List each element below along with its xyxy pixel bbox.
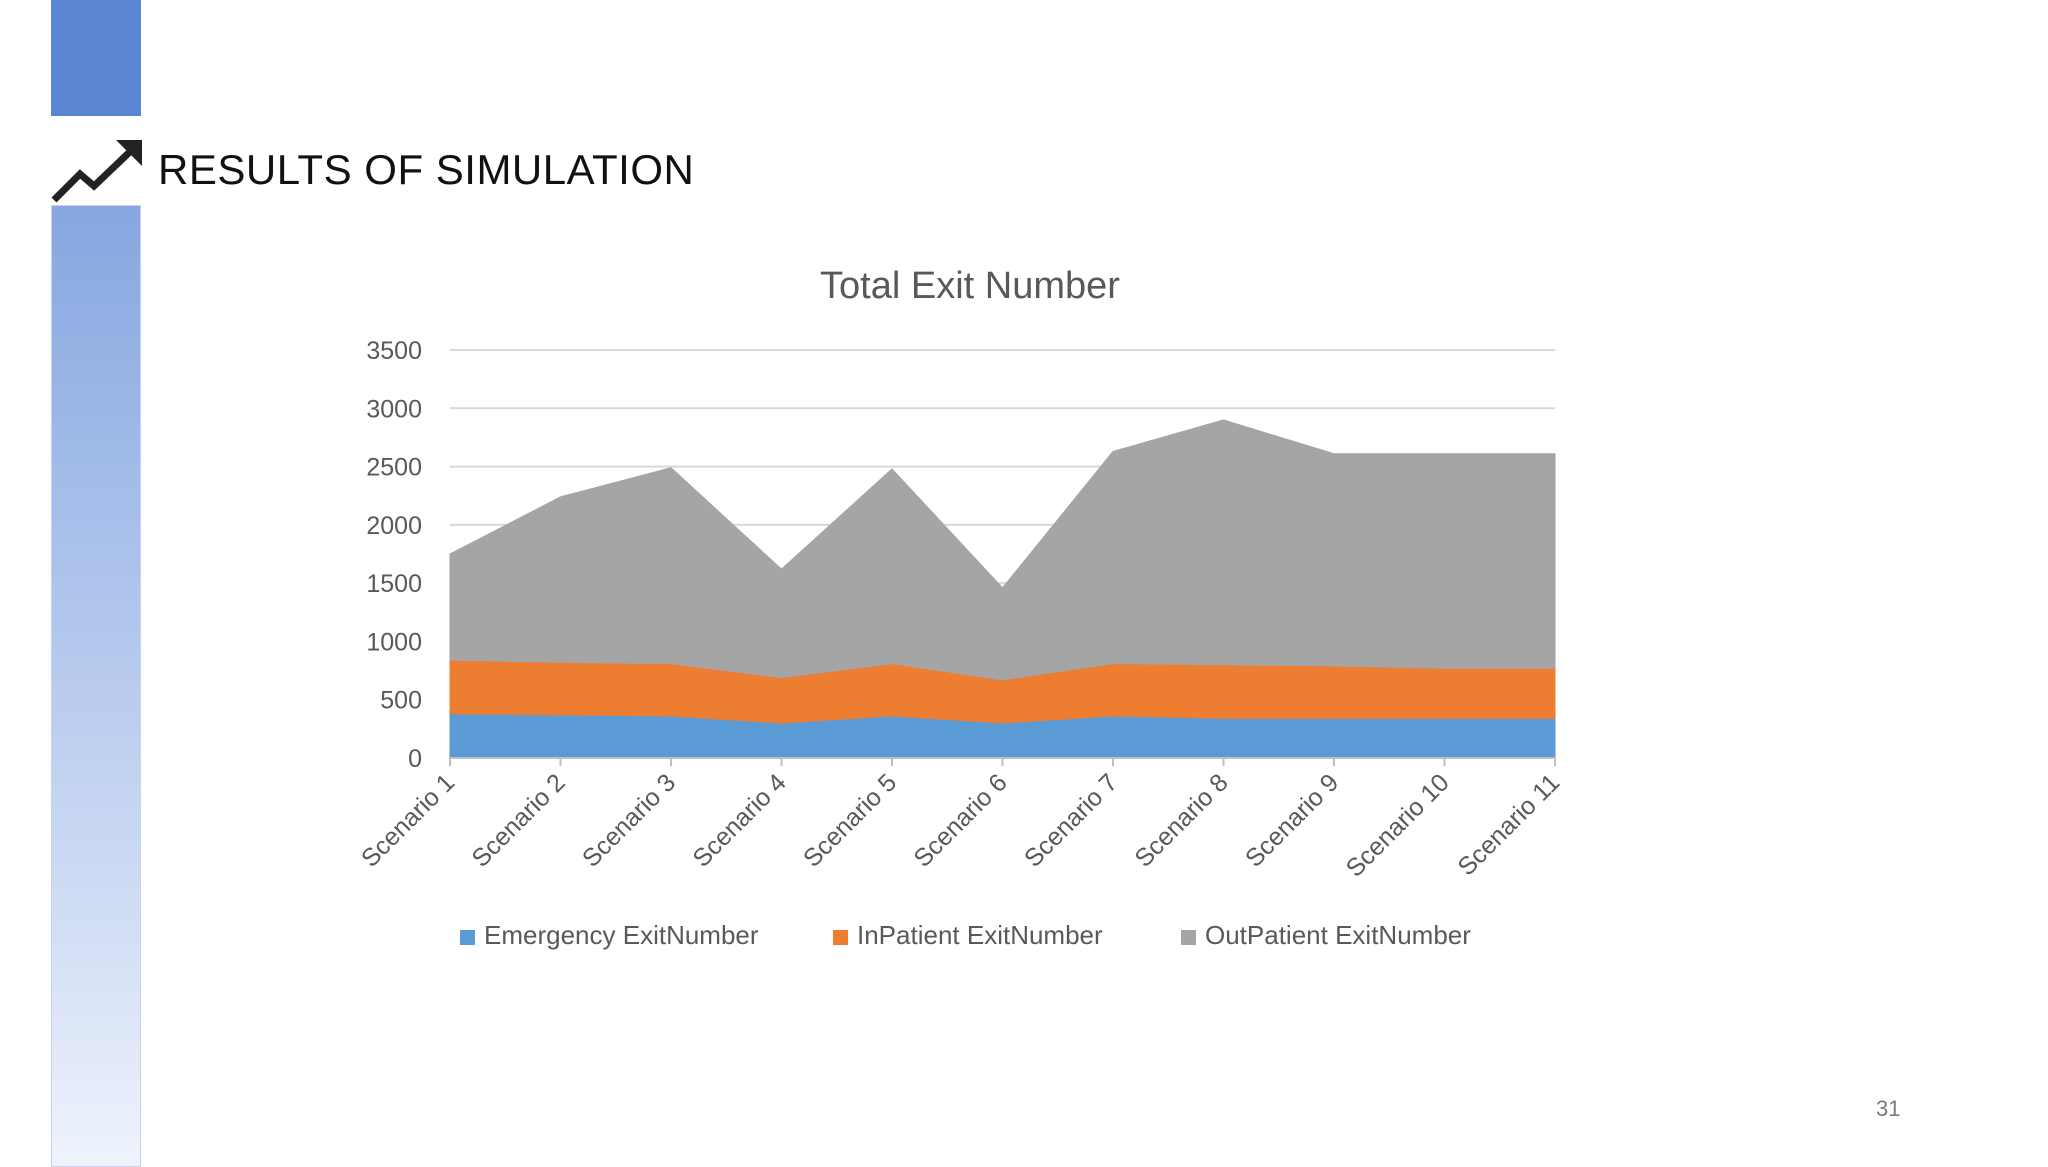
chart-title: Total Exit Number xyxy=(820,265,1120,307)
x-tick-label: Scenario 10 xyxy=(1341,768,1455,882)
x-tick-label: Scenario 5 xyxy=(798,768,902,872)
slide-title: RESULTS OF SIMULATION xyxy=(158,146,695,193)
legend-swatch xyxy=(1181,930,1196,945)
x-tick-label: Scenario 7 xyxy=(1019,768,1123,872)
x-tick-label: Scenario 11 xyxy=(1452,768,1565,881)
x-tick-label: Scenario 9 xyxy=(1240,768,1344,872)
x-tick-label: Scenario 6 xyxy=(908,768,1012,872)
y-tick-label: 1500 xyxy=(366,570,422,598)
y-tick-label: 0 xyxy=(408,745,422,773)
legend-swatch xyxy=(460,930,475,945)
y-tick-label: 2000 xyxy=(366,512,422,540)
y-tick-label: 3000 xyxy=(366,395,422,423)
x-tick-label: Scenario 8 xyxy=(1129,768,1233,872)
x-tick-label: Scenario 2 xyxy=(466,768,570,872)
y-tick-label: 500 xyxy=(380,687,422,715)
y-tick-label: 1000 xyxy=(366,628,422,656)
accent-bar-side xyxy=(51,205,141,1167)
legend-label: InPatient ExitNumber xyxy=(857,920,1103,950)
page-number: 31 xyxy=(1876,1096,1901,1121)
legend-swatch xyxy=(833,930,848,945)
x-tick-label: Scenario 3 xyxy=(577,768,681,872)
legend-label: OutPatient ExitNumber xyxy=(1205,920,1471,950)
x-tick-label: Scenario 4 xyxy=(687,768,791,872)
trend-up-arrow-icon xyxy=(51,140,142,203)
accent-bar-top xyxy=(51,0,141,116)
area-series-3 xyxy=(449,419,1556,681)
x-tick-label: Scenario 1 xyxy=(356,768,460,872)
y-tick-label: 2500 xyxy=(366,454,422,482)
y-tick-label: 3500 xyxy=(366,337,422,365)
legend-label: Emergency ExitNumber xyxy=(484,920,759,950)
